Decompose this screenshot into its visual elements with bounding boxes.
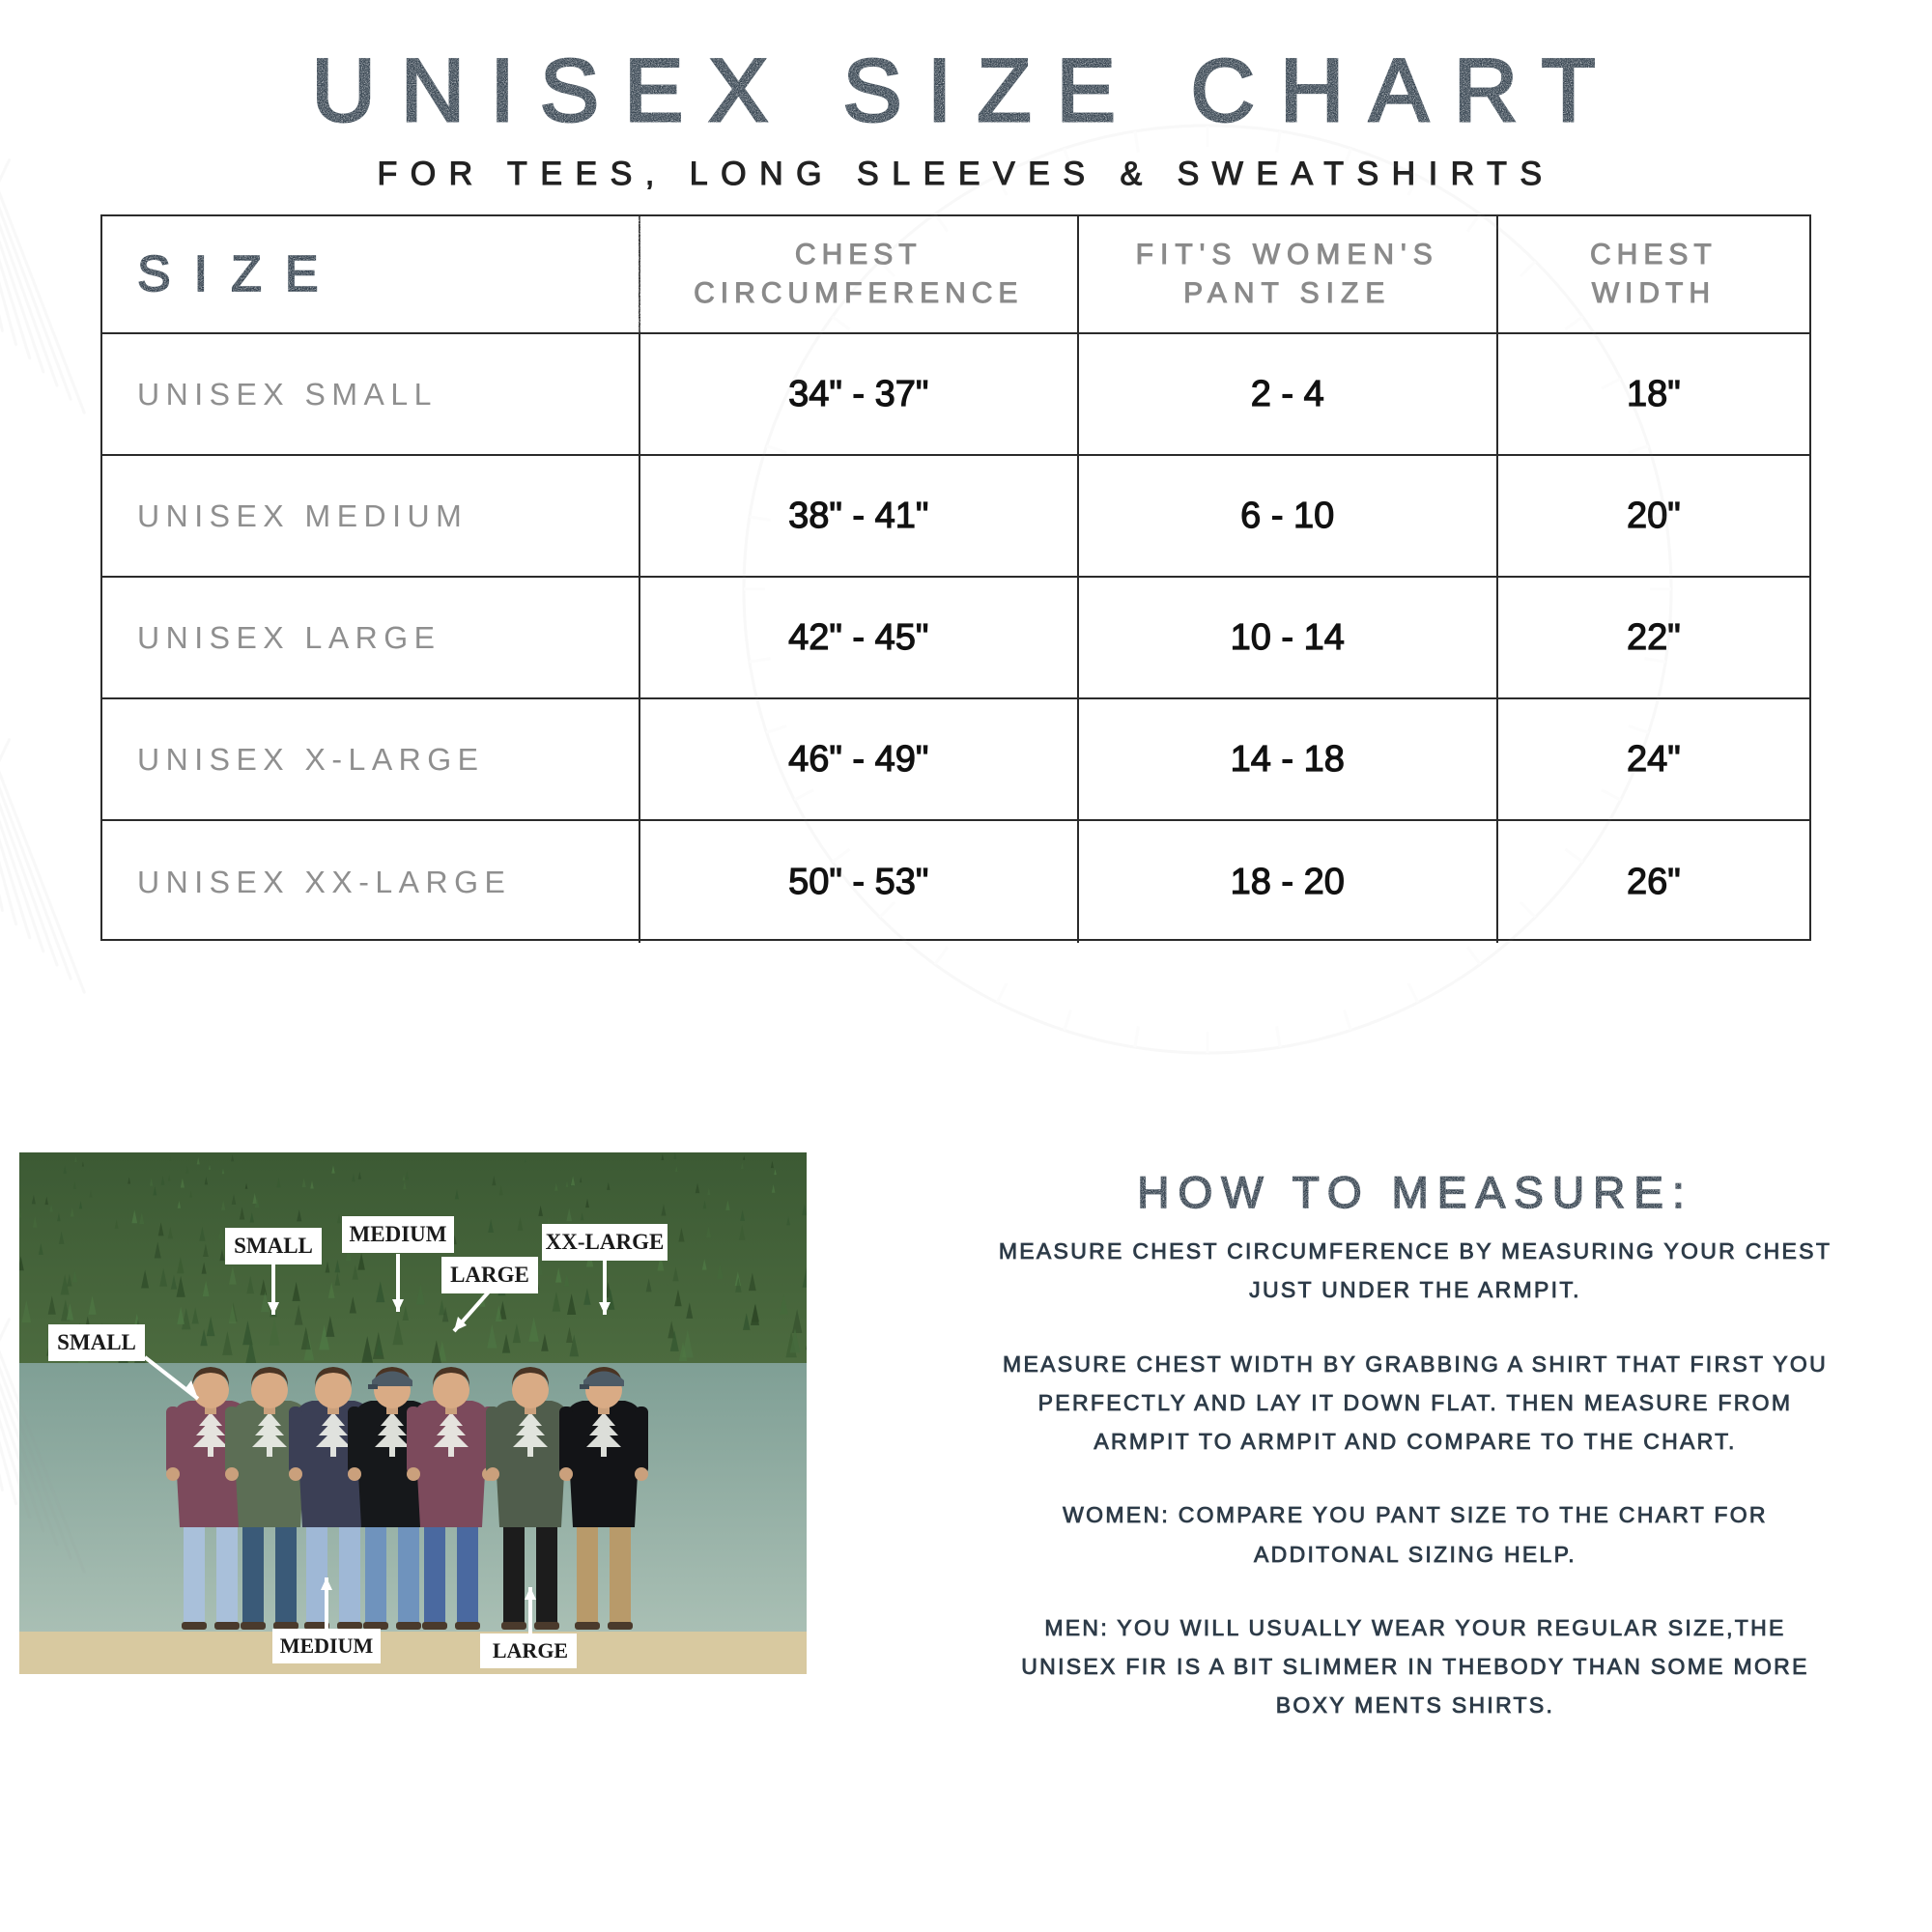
svg-text:MEDIUM: MEDIUM: [280, 1634, 374, 1658]
svg-text:LARGE: LARGE: [450, 1263, 529, 1287]
svg-text:SMALL: SMALL: [57, 1330, 136, 1354]
svg-text:SMALL: SMALL: [234, 1234, 313, 1258]
svg-text:LARGE: LARGE: [493, 1638, 568, 1662]
svg-text:XX-LARGE: XX-LARGE: [546, 1230, 665, 1254]
svg-text:MEDIUM: MEDIUM: [350, 1222, 447, 1246]
